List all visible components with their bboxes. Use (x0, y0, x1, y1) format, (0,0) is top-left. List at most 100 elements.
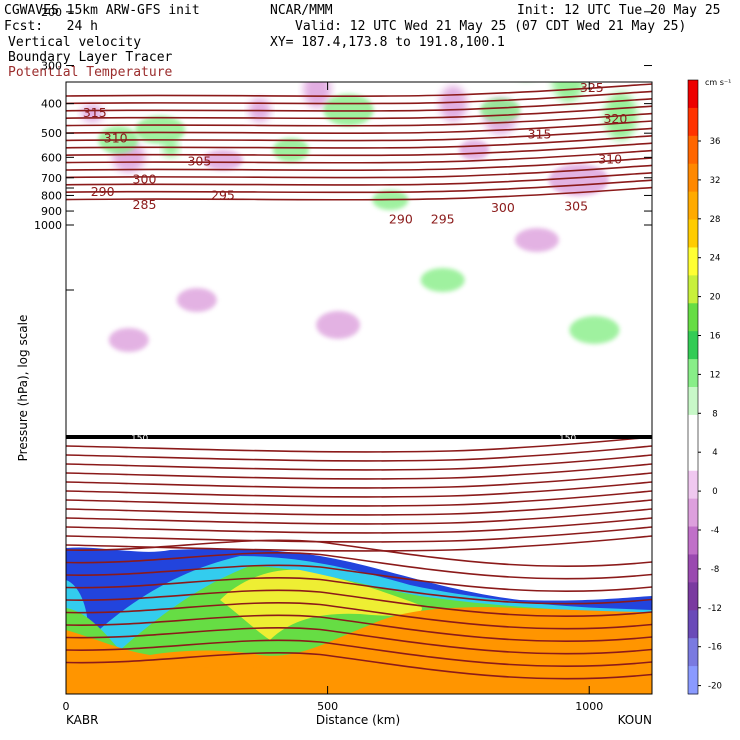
ww-blob-stratosphere (569, 316, 620, 344)
theta-label: 345 (138, 20, 162, 35)
y-tick-label: 500 (41, 127, 62, 140)
colorbar-swatch (688, 219, 698, 248)
theta-contour (66, 499, 652, 516)
theta-label: 335 (232, 36, 256, 51)
theta-contour (66, 172, 652, 186)
ww-blob (233, 54, 255, 78)
y-tick-label: 1000 (34, 219, 62, 232)
theta-label: 370 (232, 0, 256, 3)
colorbar-frame (687, 79, 699, 695)
colorbar-label: 8 (712, 409, 717, 419)
theta-contour (66, 589, 652, 617)
colorbar-swatch (688, 610, 698, 639)
model-title: CGWAVES 15km ARW-GFS init (4, 3, 200, 18)
y-tick-label: 700 (41, 172, 62, 185)
theta-label: 310 (598, 152, 622, 167)
ww-blob (303, 82, 331, 108)
field-potential-temperature: Potential Temperature (8, 65, 173, 80)
y-axis-label: Pressure (hPa), log scale (16, 315, 30, 462)
theta-contour (66, 614, 652, 642)
theta-label: 350 (512, 0, 536, 5)
boundary-layer-tracer-shading (66, 547, 652, 694)
ww-blob (552, 82, 585, 103)
colorbar-swatch (688, 582, 698, 611)
colorbar-swatch (688, 387, 698, 416)
colorbar-label: 28 (710, 215, 721, 225)
valid-time: Valid: 12 UTC Wed 21 May 25 (07 CDT Wed … (295, 19, 687, 34)
ww-blob-stratosphere (176, 288, 217, 312)
theta-contour (66, 112, 652, 127)
field-vertical-velocity: Vertical velocity (8, 35, 142, 50)
colorbar-label: 12 (710, 370, 721, 380)
ww-blob (379, 0, 423, 6)
theta-label: 295 (211, 187, 235, 202)
potential-temperature-labels: 4204154104054003953903853803753653703503… (83, 0, 635, 227)
ww-blob (330, 12, 358, 48)
theta-label: 305 (187, 154, 211, 169)
colorbar-label: -8 (711, 565, 719, 575)
y-tick-label: 800 (41, 189, 62, 202)
colorbar-swatch (688, 191, 698, 221)
theta-contour (66, 179, 652, 194)
y-tick-label: 400 (41, 98, 62, 111)
theta-contour (66, 127, 652, 142)
theta-contour (66, 135, 652, 149)
theta-label: 340 (91, 22, 115, 37)
theta-contour (66, 120, 652, 134)
potential-temperature-contours (66, 83, 652, 680)
vertical-velocity-shading (81, 0, 638, 352)
theta-label: 335 (609, 31, 633, 46)
theta-contour (66, 577, 652, 605)
colorbar-swatch (688, 303, 698, 332)
theta-contour (66, 157, 652, 171)
theta-contour (66, 186, 652, 201)
colorbar-swatch (688, 442, 698, 472)
theta-contour (66, 627, 652, 655)
theta-contour (66, 472, 652, 489)
theta-label: 305 (564, 199, 588, 214)
colorbar: 36 32 28 24 20 16 12 8 4 0 -4 -8 -12 -16 -20 (687, 79, 722, 695)
theta-label: 345 (611, 0, 635, 8)
colorbar-swatch (688, 414, 698, 444)
colorbar-label: 36 (710, 137, 721, 147)
theta-contour (66, 639, 652, 667)
colorbar-label: 24 (710, 254, 721, 264)
theta-contour (66, 164, 652, 179)
theta-label: 285 (133, 197, 157, 212)
theta-label: 325 (580, 80, 604, 95)
tropopause-label-left: 150 (131, 434, 148, 444)
colorbar-swatch (688, 331, 698, 360)
colorbar-swatch (688, 247, 698, 276)
y-tick-label: 300 (41, 60, 62, 73)
colorbar-swatch (688, 554, 698, 583)
theta-contour (66, 481, 652, 498)
theta-label: 360 (392, 0, 416, 1)
start-station-label: KABR (66, 713, 98, 727)
theta-contour (66, 535, 652, 552)
theta-label: 300 (491, 200, 515, 215)
theta-label: 300 (133, 172, 157, 187)
ww-blob (541, 0, 585, 20)
forecast-hour: Fcst: 24 h (4, 19, 98, 34)
theta-label: 330 (193, 46, 217, 61)
colorbar-label: 4 (712, 448, 717, 458)
ww-blob (502, 21, 530, 51)
theta-label: 320 (603, 111, 627, 126)
theta-contour (66, 98, 652, 112)
init-time: Init: 12 UTC Tue 20 May 25 (517, 3, 721, 18)
theta-label: 355 (334, 2, 358, 17)
colorbar-swatch (688, 107, 698, 137)
theta-contour (66, 142, 652, 157)
ww-blob (437, 0, 470, 24)
ww-blob (162, 139, 179, 158)
theta-label: 295 (431, 212, 455, 227)
ww-blob-stratosphere (272, 138, 309, 162)
ww-blob (316, 0, 360, 23)
tropopause-label-right: 150 (559, 434, 576, 444)
ww-blob-stratosphere (323, 94, 374, 126)
theta-label: 330 (538, 48, 562, 63)
colorbar-swatch (688, 666, 698, 695)
plot-area: 4204154104054003953903853803753653703503… (66, 0, 652, 694)
y-tick-label: 600 (41, 151, 62, 164)
theta-label: 320 (96, 62, 120, 77)
